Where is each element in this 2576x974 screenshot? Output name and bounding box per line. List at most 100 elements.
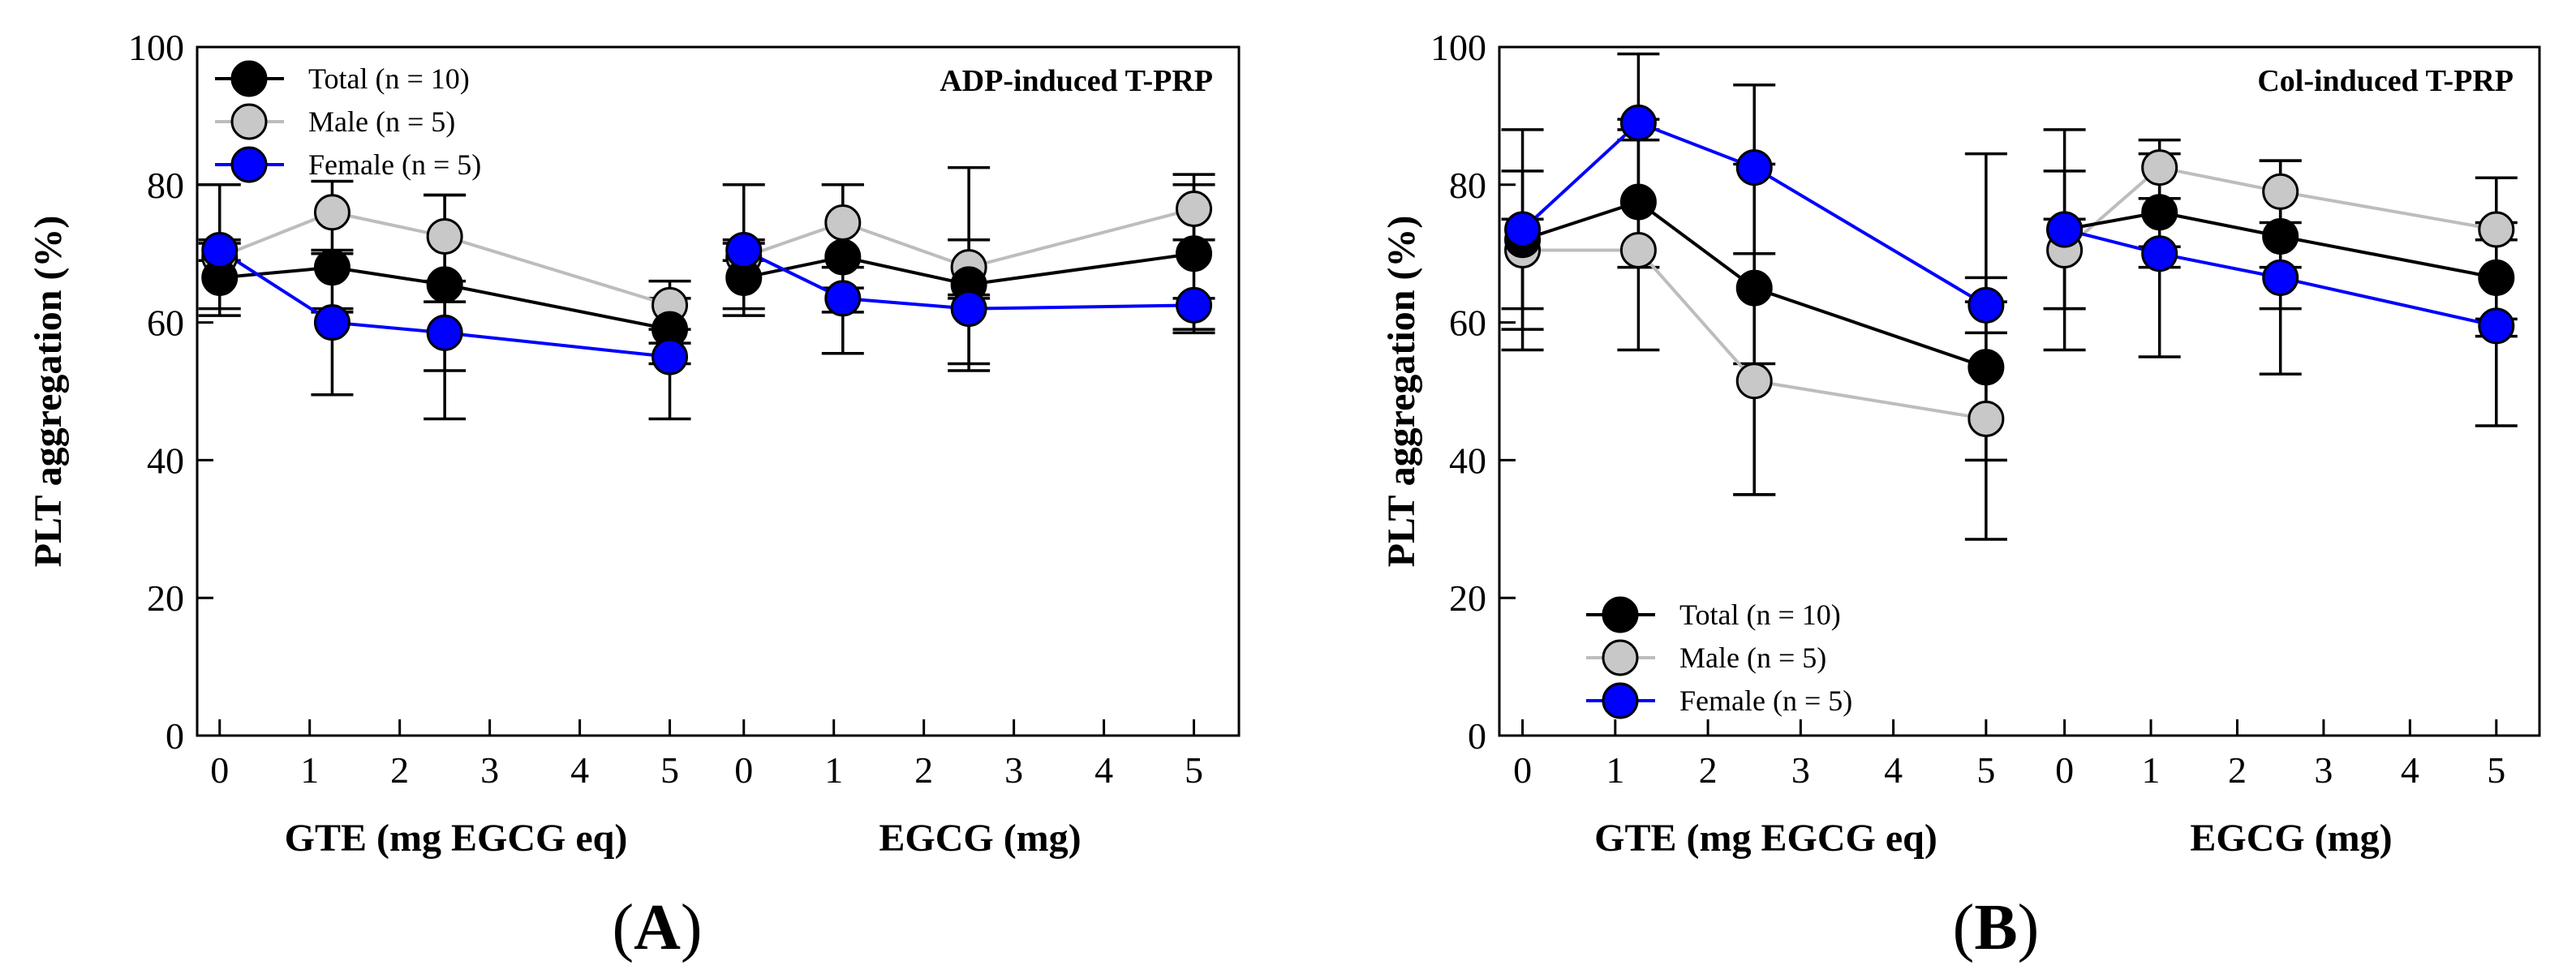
- series-line: [743, 251, 1194, 286]
- x-tick-label: 0: [2055, 749, 2074, 791]
- legend-label: Female (n = 5): [308, 148, 481, 181]
- x-tick-label: 4: [1884, 749, 1903, 791]
- x-tick-label: 5: [2487, 749, 2505, 791]
- legend-marker: [230, 146, 268, 183]
- x-tick-label: 3: [1791, 749, 1810, 791]
- x-tick-label: 2: [914, 749, 933, 791]
- data-point: [2478, 211, 2515, 248]
- panel-label-b: (B): [1953, 892, 2040, 963]
- series-line: [1522, 248, 1987, 421]
- data-point: [2141, 194, 2178, 231]
- data-point: [824, 238, 862, 276]
- x-axis-title: EGCG (mg): [2190, 817, 2392, 860]
- data-point: [1735, 149, 1773, 187]
- y-tick-label: 20: [147, 577, 184, 619]
- y-tick-label: 80: [147, 165, 184, 206]
- legend-marker: [1602, 596, 1639, 633]
- x-tick-label: 4: [570, 749, 589, 791]
- legend-label: Total (n = 10): [1679, 599, 1841, 631]
- data-point: [1176, 191, 1213, 228]
- y-tick-label: 80: [1449, 165, 1486, 206]
- x-axis-title: GTE (mg EGCG eq): [285, 817, 628, 860]
- x-tick-label: 0: [210, 749, 229, 791]
- panel-title: Col-induced T-PRP: [2257, 64, 2514, 98]
- data-point: [313, 194, 350, 231]
- data-point: [1735, 363, 1773, 400]
- y-tick-label: 20: [1449, 577, 1486, 619]
- data-point: [313, 249, 350, 286]
- x-tick-label: 4: [1094, 749, 1113, 791]
- data-point: [824, 204, 862, 241]
- legend-marker: [230, 103, 268, 140]
- plot-frame: [196, 45, 1241, 737]
- y-tick-label: 100: [128, 27, 184, 68]
- x-axis-title: GTE (mg EGCG eq): [1594, 817, 1937, 860]
- legend-marker: [1602, 639, 1639, 676]
- data-point: [2046, 211, 2084, 248]
- y-tick-label: 100: [1430, 27, 1486, 68]
- data-point: [313, 304, 350, 341]
- data-point: [2262, 259, 2299, 296]
- legend-label: Total (n = 10): [308, 62, 470, 95]
- y-tick-label: 0: [166, 715, 184, 757]
- y-axis-title: PLT aggregation (%): [1380, 216, 1423, 568]
- y-axis-title: PLT aggregation (%): [27, 216, 70, 568]
- data-point: [1619, 104, 1657, 141]
- series-line: [218, 210, 671, 307]
- x-tick-label: 2: [1699, 749, 1718, 791]
- x-tick-label: 3: [2314, 749, 2333, 791]
- legend-label: Male (n = 5): [308, 105, 455, 138]
- data-point: [652, 338, 689, 375]
- data-point: [2141, 235, 2178, 272]
- y-tick-label: 40: [147, 440, 184, 481]
- x-tick-label: 5: [660, 749, 679, 791]
- series-line: [218, 248, 670, 359]
- data-point: [1619, 231, 1657, 268]
- x-tick-label: 0: [1513, 749, 1532, 791]
- panel-label-a: (A): [612, 892, 702, 963]
- data-point: [2478, 259, 2515, 296]
- data-point: [426, 266, 463, 303]
- series-line: [2064, 210, 2497, 280]
- x-axis-title: EGCG (mg): [879, 817, 1081, 860]
- x-tick-label: 2: [2228, 749, 2247, 791]
- y-tick-label: 0: [1468, 715, 1486, 757]
- series-line: [2063, 165, 2497, 251]
- x-tick-label: 1: [2142, 749, 2161, 791]
- data-point: [1967, 286, 2005, 324]
- x-tick-label: 1: [1606, 749, 1624, 791]
- data-point: [1967, 400, 2005, 437]
- series-line: [1521, 200, 1987, 369]
- data-point: [426, 217, 463, 255]
- data-point: [725, 231, 763, 268]
- legend-marker: [230, 60, 268, 97]
- data-point: [2478, 307, 2515, 345]
- data-point: [824, 280, 862, 317]
- x-tick-label: 1: [300, 749, 319, 791]
- legend-label: Female (n = 5): [1679, 684, 1852, 717]
- data-point: [426, 314, 463, 351]
- x-tick-label: 3: [480, 749, 499, 791]
- plot-frame: [1498, 45, 2541, 737]
- data-point: [2262, 173, 2299, 210]
- series-line: [743, 207, 1195, 269]
- data-point: [201, 231, 239, 268]
- legend-label: Male (n = 5): [1679, 641, 1826, 674]
- y-tick-label: 60: [1449, 302, 1486, 344]
- x-tick-label: 3: [1004, 749, 1023, 791]
- data-point: [2141, 149, 2178, 187]
- data-point: [950, 290, 987, 328]
- data-point: [2262, 217, 2299, 255]
- data-point: [1619, 183, 1657, 221]
- x-tick-label: 4: [2401, 749, 2419, 791]
- y-tick-label: 60: [147, 302, 184, 344]
- x-tick-label: 1: [824, 749, 843, 791]
- data-point: [1967, 349, 2005, 386]
- x-tick-label: 5: [1976, 749, 1995, 791]
- panel-title: ADP-induced T-PRP: [940, 64, 1213, 98]
- data-point: [1176, 286, 1213, 324]
- x-tick-label: 0: [734, 749, 753, 791]
- series-line: [2064, 228, 2497, 328]
